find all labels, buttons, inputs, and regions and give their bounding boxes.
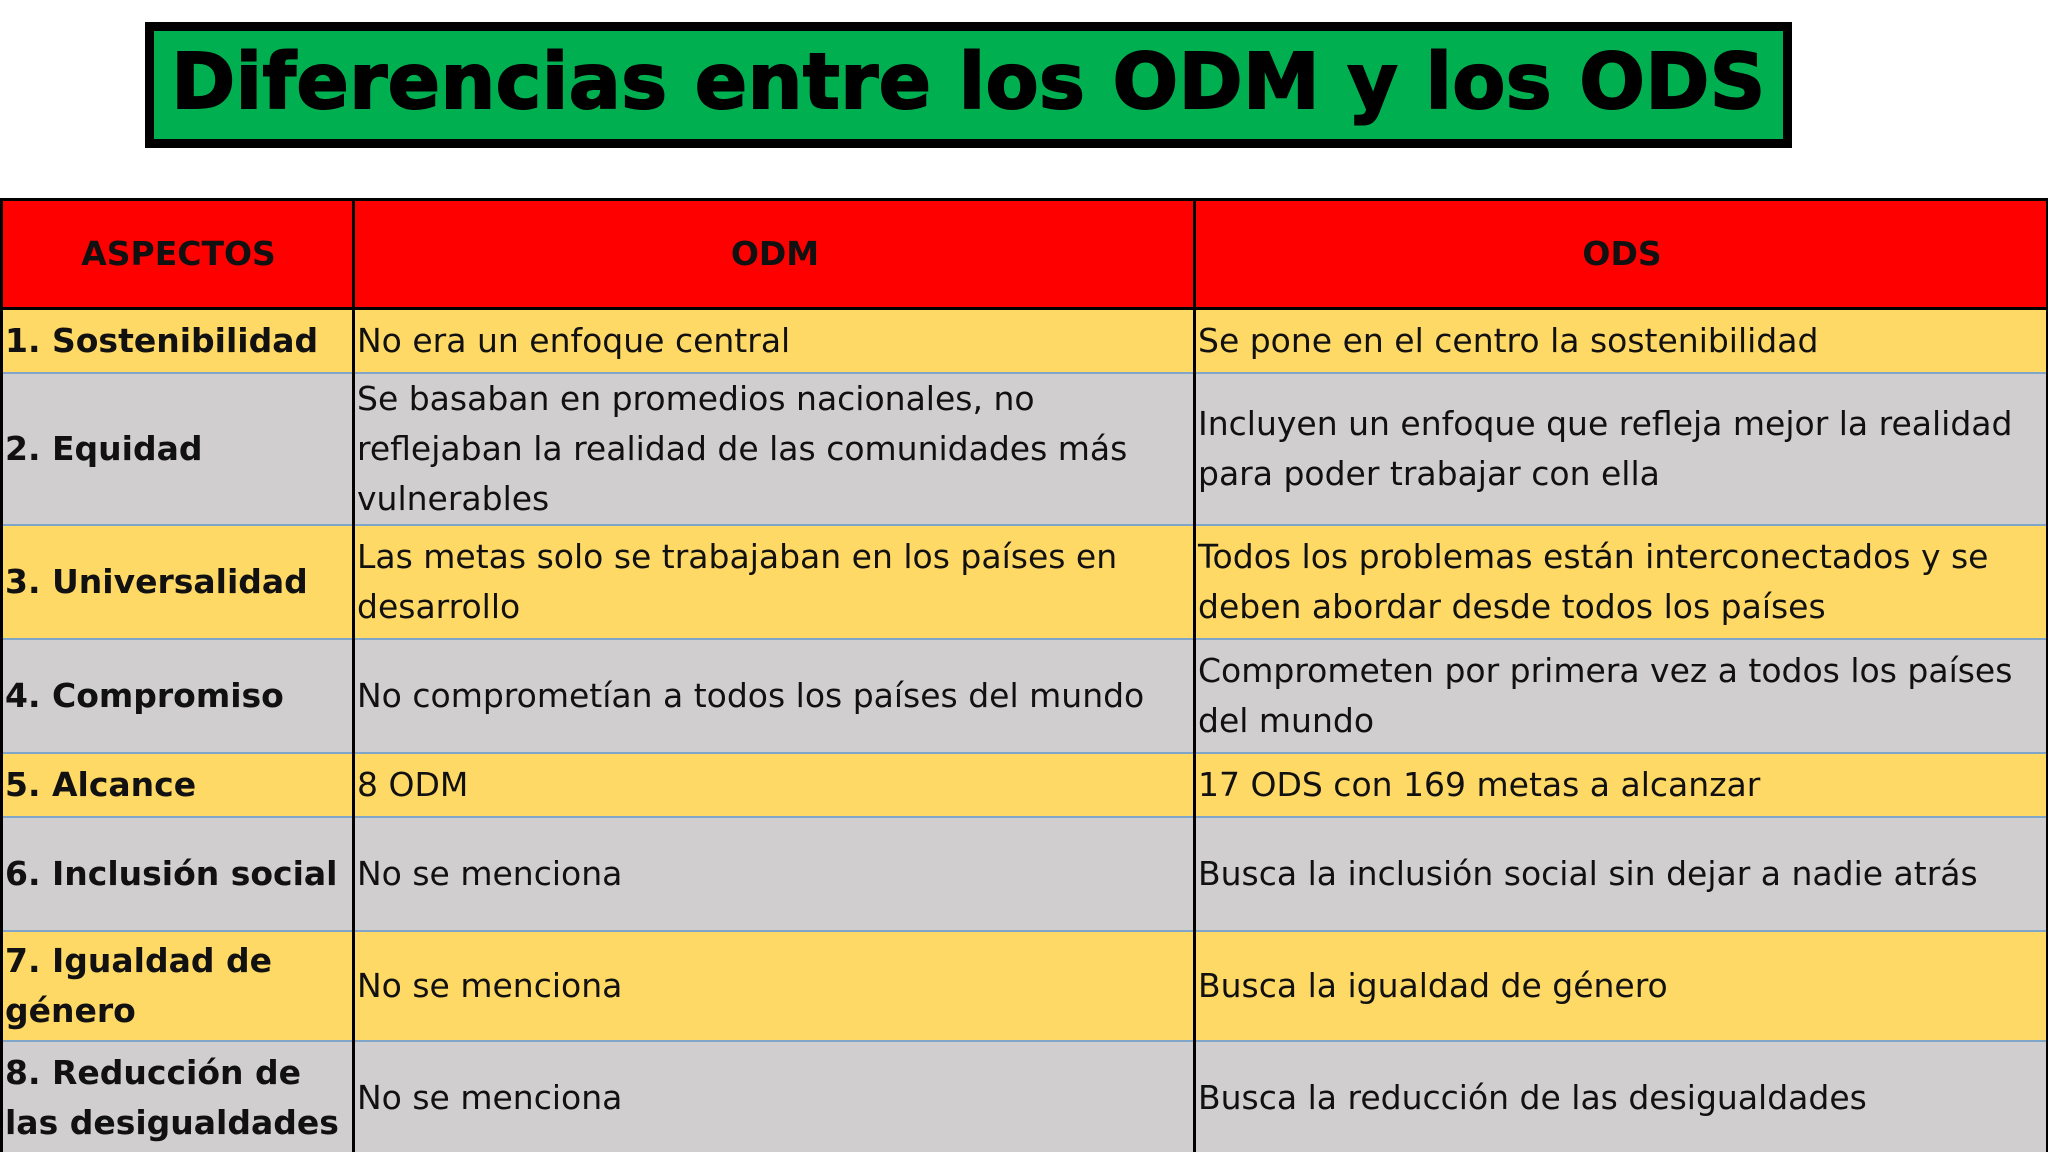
table-row: 7. Igualdad de género No se menciona Bus… (0, 929, 2048, 1042)
odm-cell: No se menciona (352, 815, 1196, 932)
title-banner: Diferencias entre los ODM y los ODS (145, 22, 1792, 148)
table-row: 4. Compromiso No comprometían a todos lo… (0, 637, 2048, 754)
aspect-cell: 6. Inclusión social (0, 815, 355, 932)
odm-cell: No era un enfoque central (352, 307, 1196, 374)
odm-cell: No comprometían a todos los países del m… (352, 637, 1196, 754)
odm-cell: Las metas solo se trabajaban en los país… (352, 523, 1196, 640)
ods-cell: Busca la reducción de las desigualdades (1193, 1039, 2048, 1152)
odm-cell: No se menciona (352, 1039, 1196, 1152)
header-ods: ODS (1193, 198, 2048, 310)
ods-cell: Incluyen un enfoque que refleja mejor la… (1193, 371, 2048, 526)
ods-cell: Se pone en el centro la sostenibilidad (1193, 307, 2048, 374)
table-row: 6. Inclusión social No se menciona Busca… (0, 815, 2048, 932)
ods-cell: Todos los problemas están interconectado… (1193, 523, 2048, 640)
aspect-cell: 3. Universalidad (0, 523, 355, 640)
header-odm: ODM (352, 198, 1196, 310)
comparison-table: ASPECTOS ODM ODS 1. Sostenibilidad No er… (0, 198, 2048, 1152)
table-row: 2. Equidad Se basaban en promedios nacio… (0, 371, 2048, 526)
aspect-cell: 8. Reducción de las desigualdades (0, 1039, 355, 1152)
aspect-cell: 4. Compromiso (0, 637, 355, 754)
aspect-cell: 1. Sostenibilidad (0, 307, 355, 374)
table-header-row: ASPECTOS ODM ODS (0, 198, 2048, 310)
ods-cell: 17 ODS con 169 metas a alcanzar (1193, 751, 2048, 818)
table-row: 3. Universalidad Las metas solo se traba… (0, 523, 2048, 640)
table-row: 5. Alcance 8 ODM 17 ODS con 169 metas a … (0, 751, 2048, 818)
odm-cell: 8 ODM (352, 751, 1196, 818)
header-aspectos: ASPECTOS (0, 198, 355, 310)
table-row: 1. Sostenibilidad No era un enfoque cent… (0, 307, 2048, 374)
ods-cell: Busca la igualdad de género (1193, 929, 2048, 1042)
ods-cell: Comprometen por primera vez a todos los … (1193, 637, 2048, 754)
aspect-cell: 7. Igualdad de género (0, 929, 355, 1042)
odm-cell: Se basaban en promedios nacionales, no r… (352, 371, 1196, 526)
ods-cell: Busca la inclusión social sin dejar a na… (1193, 815, 2048, 932)
aspect-cell: 5. Alcance (0, 751, 355, 818)
table-row: 8. Reducción de las desigualdades No se … (0, 1039, 2048, 1152)
page-title: Diferencias entre los ODM y los ODS (170, 37, 1766, 128)
odm-cell: No se menciona (352, 929, 1196, 1042)
aspect-cell: 2. Equidad (0, 371, 355, 526)
